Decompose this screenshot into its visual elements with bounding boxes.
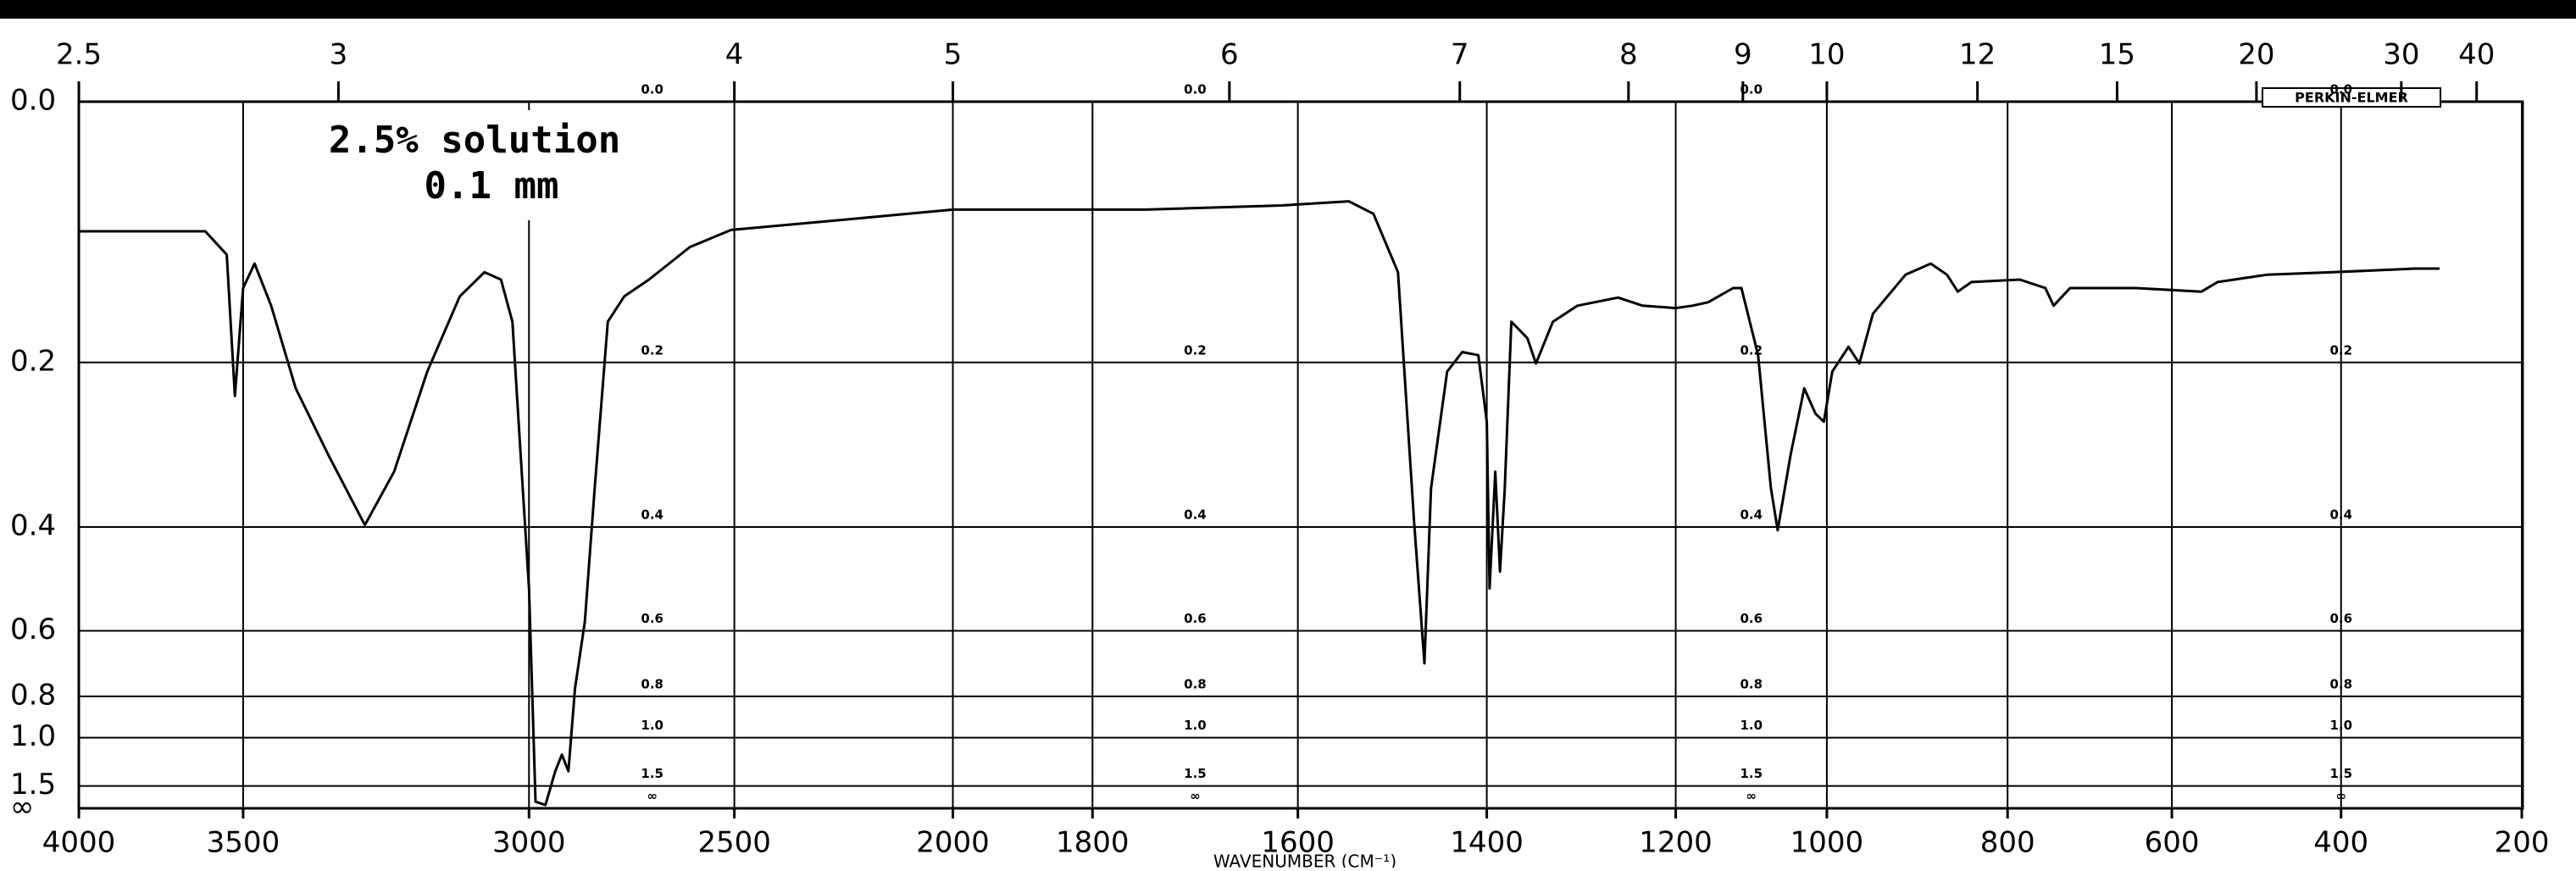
inner-y-label: 0.6 xyxy=(1740,611,1763,626)
inner-y-label: 0.4 xyxy=(2329,507,2352,522)
y-tick-label: ∞ xyxy=(10,791,34,824)
x2-tick-label: 3 xyxy=(330,38,348,72)
inner-y-label: 1.5 xyxy=(2329,766,2352,781)
inner-y-label: 1.5 xyxy=(1740,766,1763,781)
x2-tick-label: 10 xyxy=(1808,38,1845,72)
x-axis-label: WAVENUMBER (CM⁻¹) xyxy=(1213,852,1396,868)
x-tick-label: 1800 xyxy=(1056,826,1130,860)
y-tick-label: 0.8 xyxy=(10,678,56,712)
inner-y-label: 0.6 xyxy=(2329,611,2352,626)
inner-y-label: ∞ xyxy=(647,789,658,804)
inner-y-label: 0.0 xyxy=(1184,82,1207,97)
y-tick-label: 0.4 xyxy=(10,508,56,542)
inner-y-label: 0.4 xyxy=(1184,507,1207,522)
x-tick-label: 2000 xyxy=(916,826,990,860)
inner-y-label: 1.0 xyxy=(2329,718,2352,733)
x2-tick-label: 40 xyxy=(2458,38,2495,72)
inner-y-label: 0.0 xyxy=(641,82,663,97)
inner-y-label: 1.0 xyxy=(641,718,663,733)
x2-tick-label: 12 xyxy=(1959,38,1996,72)
inner-y-label: 0.2 xyxy=(1184,342,1207,358)
inner-y-label: 1.0 xyxy=(1740,718,1763,733)
inner-y-label: 0.6 xyxy=(1184,611,1207,626)
annotation: 0.1 mm xyxy=(425,164,559,208)
x-tick-label: 3000 xyxy=(492,826,566,860)
inner-y-label: 0.8 xyxy=(1184,676,1207,691)
x-tick-label: 200 xyxy=(2495,826,2550,860)
x2-tick-label: 7 xyxy=(1451,38,1469,72)
inner-y-label: 0.4 xyxy=(641,507,663,522)
inner-y-label: 0.2 xyxy=(2329,342,2352,358)
inner-y-label: 0.6 xyxy=(641,611,663,626)
x2-tick-label: 8 xyxy=(1619,38,1638,72)
inner-y-label: 0.8 xyxy=(1740,676,1763,691)
y-tick-label: 0.6 xyxy=(10,613,56,646)
x2-tick-label: 5 xyxy=(944,38,963,72)
brand-box xyxy=(2262,87,2441,108)
x-tick-label: 1000 xyxy=(1790,826,1864,860)
inner-y-label: 1.5 xyxy=(1184,766,1207,781)
x2-tick-label: 15 xyxy=(2099,38,2135,72)
y-tick-label: 1.0 xyxy=(10,719,56,753)
inner-y-label: 0.0 xyxy=(2329,82,2352,97)
x2-tick-label: 6 xyxy=(1220,38,1239,72)
x-tick-label: 400 xyxy=(2313,826,2368,860)
inner-y-label: 0.0 xyxy=(1740,82,1763,97)
annotation: 2.5% solution xyxy=(329,119,620,162)
spectrum-line xyxy=(79,200,2440,807)
x2-tick-label: 9 xyxy=(1734,38,1752,72)
x2-tick-label: 2.5 xyxy=(56,38,102,72)
y-tick-label: 0.0 xyxy=(10,84,56,118)
inner-y-label: 1.0 xyxy=(1184,718,1207,733)
x2-tick-label: 30 xyxy=(2383,38,2419,72)
x-tick-label: 600 xyxy=(2145,826,2200,860)
x-tick-label: 1200 xyxy=(1639,826,1713,860)
top-bar xyxy=(0,0,2576,19)
inner-y-label: 1.5 xyxy=(641,766,663,781)
inner-y-label: 0.8 xyxy=(641,676,663,691)
x2-tick-label: 20 xyxy=(2238,38,2274,72)
inner-y-label: 0.4 xyxy=(1740,507,1763,522)
y-tick-label: 0.2 xyxy=(10,344,56,378)
x-tick-label: 2500 xyxy=(697,826,771,860)
note-box xyxy=(271,110,678,220)
inner-y-label: 0.8 xyxy=(2329,676,2352,691)
inner-y-label: 0.2 xyxy=(641,342,663,358)
inner-y-label: ∞ xyxy=(1746,789,1757,804)
x-tick-label: 3500 xyxy=(207,826,280,860)
x-tick-label: 4000 xyxy=(42,826,116,860)
inner-y-label: ∞ xyxy=(2336,789,2347,804)
x-tick-label: 1600 xyxy=(1261,826,1335,860)
x-tick-label: 1400 xyxy=(1450,826,1524,860)
x2-tick-label: 4 xyxy=(725,38,744,72)
y-tick-label: 1.5 xyxy=(10,768,56,802)
inner-y-label: ∞ xyxy=(1190,789,1201,804)
brand: PERKIN-ELMER xyxy=(2295,90,2408,106)
x-tick-label: 800 xyxy=(1980,826,2035,860)
